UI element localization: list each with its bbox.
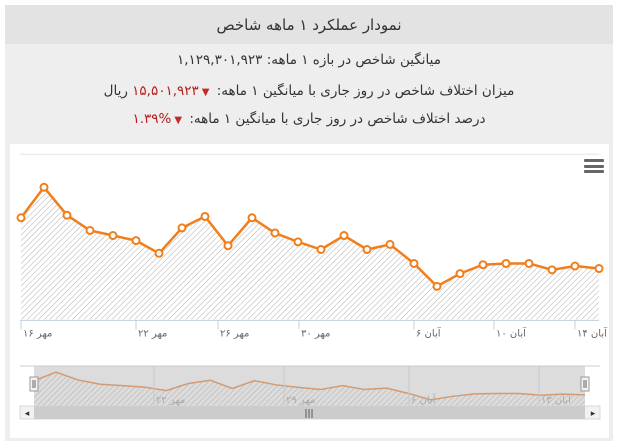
data-point[interactable] [85, 225, 95, 235]
data-point[interactable] [247, 213, 257, 223]
data-point[interactable] [108, 231, 118, 241]
percent-value: %۱.۳۹ [132, 111, 172, 127]
x-axis-label: آبان ۶ [416, 326, 442, 339]
difference-line: میزان اختلاف شاخص در روز جاری با میانگین… [5, 83, 613, 99]
x-axis-label: آبان ۱۰ [496, 326, 527, 339]
data-point[interactable] [16, 213, 26, 223]
navigator-label: آبان ۱۳ [541, 393, 572, 406]
data-point[interactable] [501, 258, 511, 268]
navigator-label: آبان ۶ [411, 393, 437, 406]
series-area [21, 187, 599, 320]
scrollbar-thumb[interactable] [34, 406, 585, 419]
data-point[interactable] [200, 211, 210, 221]
percent-label: درصد اختلاف شاخص در روز جاری با میانگین … [189, 111, 486, 127]
data-point[interactable] [177, 223, 187, 233]
data-point[interactable] [223, 241, 233, 251]
data-point[interactable] [39, 182, 49, 192]
down-arrow-icon: ▼ [174, 115, 183, 126]
x-axis-label: مهر ۱۶ [23, 328, 52, 339]
data-point[interactable] [293, 237, 303, 247]
x-axis-label: مهر ۲۶ [220, 328, 249, 339]
percent-line: درصد اختلاف شاخص در روز جاری با میانگین … [5, 111, 613, 127]
data-point[interactable] [547, 265, 557, 275]
panel-title: نمودار عملکرد ۱ ماهه شاخص [5, 5, 613, 44]
x-axis-label: مهر ۲۲ [138, 328, 167, 339]
navigator-right-handle[interactable] [580, 376, 590, 392]
x-axis-label: مهر ۳۰ [301, 328, 330, 339]
data-point[interactable] [478, 260, 488, 270]
scroll-left-arrow-icon[interactable]: ◂ [25, 409, 30, 419]
navigator-label: مهر ۲۲ [156, 395, 185, 406]
hamburger-menu-icon[interactable] [584, 159, 604, 173]
average-value: ۱,۱۲۹,۳۰۱,۹۲۳ [177, 52, 263, 68]
difference-unit: ریال [103, 83, 128, 99]
difference-label: میزان اختلاف شاخص در روز جاری با میانگین… [216, 83, 515, 99]
data-point[interactable] [524, 258, 534, 268]
scrollbar-grip-icon: ||| [304, 409, 313, 419]
x-axis-label: آبان ۱۴ [577, 326, 608, 339]
scrollbar[interactable]: ||| ◂ ▸ [19, 405, 601, 420]
data-point[interactable] [362, 245, 372, 254]
performance-panel: نمودار عملکرد ۱ ماهه شاخص میانگین شاخص د… [5, 5, 613, 441]
data-point[interactable] [432, 281, 442, 291]
average-line: میانگین شاخص در بازه ۱ ماهه: ۱,۱۲۹,۳۰۱,۹… [5, 52, 613, 68]
data-point[interactable] [409, 258, 419, 268]
data-point[interactable] [339, 231, 349, 241]
data-point[interactable] [62, 210, 72, 220]
grid-lines [20, 153, 599, 155]
data-point[interactable] [270, 228, 280, 238]
data-point[interactable] [131, 236, 141, 246]
difference-value: ۱۵,۵۰۱,۹۲۳ [132, 83, 199, 99]
data-point[interactable] [570, 261, 580, 271]
data-point[interactable] [154, 248, 164, 258]
data-point[interactable] [594, 264, 604, 274]
navigator-left-handle[interactable] [29, 376, 39, 392]
data-point[interactable] [316, 245, 326, 254]
navigator[interactable]: مهر ۲۲ مهر ۲۹ آبان ۶ آبان ۱۳ [20, 365, 600, 406]
average-label: میانگین شاخص در بازه ۱ ماهه: [266, 52, 441, 68]
down-arrow-icon: ▼ [201, 87, 210, 98]
chart-card: ۱۰۷۵۰۰۰۰۰۰۱۱۰۰۰۰۰۰۰۰۱۱۲۵۰۰۰۰۰۰۱۱۵۰۰۰۰۰۰۰… [10, 144, 609, 438]
scroll-right-arrow-icon[interactable]: ▸ [591, 409, 596, 419]
chart-area[interactable]: ۱۰۷۵۰۰۰۰۰۰۱۱۰۰۰۰۰۰۰۰۱۱۲۵۰۰۰۰۰۰۱۱۵۰۰۰۰۰۰۰… [10, 144, 609, 438]
navigator-label: مهر ۲۹ [286, 395, 315, 406]
data-point[interactable] [455, 269, 465, 279]
data-point[interactable] [385, 239, 395, 249]
x-axis: مهر ۱۶ مهر ۲۲ مهر ۲۶ مهر ۳۰ آبان ۶ آبان ۱۰ آبا… [20, 319, 608, 339]
